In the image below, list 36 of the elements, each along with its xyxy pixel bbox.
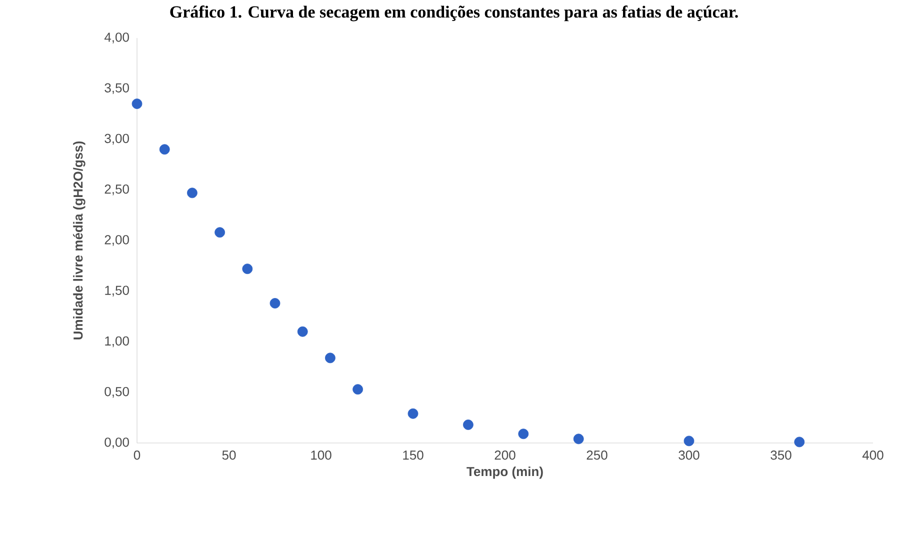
point <box>159 144 170 155</box>
x-tick-label: 0 <box>134 450 140 460</box>
y-tick-label: 4,00 <box>104 32 129 44</box>
x-tick-label: 350 <box>770 450 792 460</box>
y-tick-label: 2,50 <box>104 184 129 196</box>
point <box>325 352 336 364</box>
point <box>242 264 253 274</box>
point <box>132 98 142 110</box>
point <box>214 227 226 238</box>
x-tick-label: 250 <box>586 450 608 460</box>
y-tick-label: 0,00 <box>104 438 129 448</box>
point <box>518 428 529 440</box>
x-tick-label: 50 <box>222 450 236 460</box>
chart-title: Gráfico 1. Curva de secagem em condições constantes para as fatias de açúcar. <box>170 6 738 22</box>
point <box>573 434 584 444</box>
point <box>297 326 308 337</box>
x-tick-label: 150 <box>403 450 424 460</box>
point <box>352 384 364 395</box>
point <box>463 420 474 430</box>
x-tick-label: 200 <box>494 450 516 460</box>
point <box>684 436 694 446</box>
y-axis-title: Umidade livre média (gH2O/gss) <box>73 141 86 340</box>
point <box>187 188 198 198</box>
y-tick-label: 1,00 <box>105 336 129 348</box>
point <box>794 436 805 448</box>
y-tick-label: 1,50 <box>105 286 129 296</box>
point <box>270 298 280 308</box>
y-tick-label: 2,00 <box>104 235 129 246</box>
y-tick-label: 3,50 <box>104 83 129 94</box>
y-tick-label: 0,50 <box>104 386 129 398</box>
x-tick-label: 400 <box>862 450 884 460</box>
x-tick-label: 300 <box>678 450 700 460</box>
point <box>408 408 418 419</box>
y-tick-label: 3,00 <box>104 134 129 145</box>
x-tick-label: 100 <box>311 450 332 460</box>
x-axis-title: Tempo (min) <box>466 466 543 479</box>
